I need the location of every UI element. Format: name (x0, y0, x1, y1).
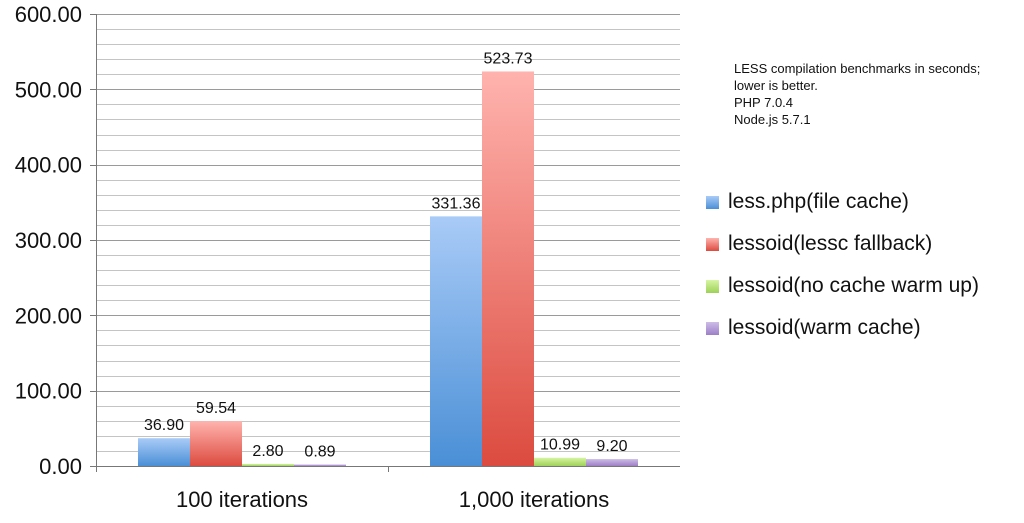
annotation-line: LESS compilation benchmarks in seconds; (734, 61, 981, 76)
legend-label: lessoid(lessc fallback) (728, 232, 933, 255)
annotation-line: PHP 7.0.4 (734, 95, 794, 110)
y-tick-label: 200.00 (15, 303, 82, 328)
data-label: 10.99 (540, 437, 580, 454)
y-tick-label: 500.00 (15, 77, 82, 102)
bar (534, 457, 586, 466)
legend-item: lessoid(lessc fallback) (706, 223, 979, 265)
bar (482, 71, 534, 467)
axes: 0.00 100.00 200.00 300.00 400.00 500.00 600.00… (15, 2, 680, 512)
bar (586, 459, 638, 466)
data-label: 2.80 (252, 443, 283, 460)
annotation-line: Node.js 5.7.1 (734, 112, 811, 127)
data-label: 523.73 (484, 50, 533, 67)
x-category-label: 100 iterations (176, 487, 308, 512)
data-label: 331.36 (432, 195, 481, 212)
bar (294, 464, 346, 466)
legend-item: lessoid(no cache warm up) (706, 265, 979, 307)
y-tick-label: 100.00 (15, 379, 82, 404)
legend-label: lessoid(warm cache) (728, 316, 921, 339)
data-label: 0.89 (304, 444, 335, 461)
bar (190, 421, 242, 466)
bar (430, 216, 482, 466)
bar (242, 463, 294, 466)
bars (138, 71, 638, 467)
y-tick-label: 400.00 (15, 153, 82, 178)
y-tick-label: 600.00 (15, 2, 82, 27)
data-label: 9.20 (596, 438, 627, 455)
value-labels: 36.90 59.54 2.80 0.89 331.36 523.73 10.99 9.20 (144, 50, 628, 460)
legend-swatch (706, 321, 719, 335)
legend-swatch (706, 279, 719, 293)
data-label: 36.90 (144, 417, 184, 434)
bar (138, 438, 190, 466)
chart-annotation: LESS compilation benchmarks in seconds; … (734, 60, 980, 128)
grid-lines (96, 14, 680, 467)
legend: less.php(file cache) lessoid(lessc fallb… (706, 181, 979, 349)
annotation-line: lower is better. (734, 78, 818, 93)
legend-label: lessoid(no cache warm up) (728, 274, 979, 297)
legend-swatch (706, 237, 719, 251)
legend-label: less.php(file cache) (728, 190, 909, 213)
legend-item: less.php(file cache) (706, 181, 979, 223)
legend-swatch (706, 195, 719, 209)
legend-item: lessoid(warm cache) (706, 307, 979, 349)
y-tick-label: 300.00 (15, 228, 82, 253)
data-label: 59.54 (196, 400, 236, 417)
y-tick-label: 0.00 (39, 454, 82, 479)
x-category-label: 1,000 iterations (459, 487, 609, 512)
